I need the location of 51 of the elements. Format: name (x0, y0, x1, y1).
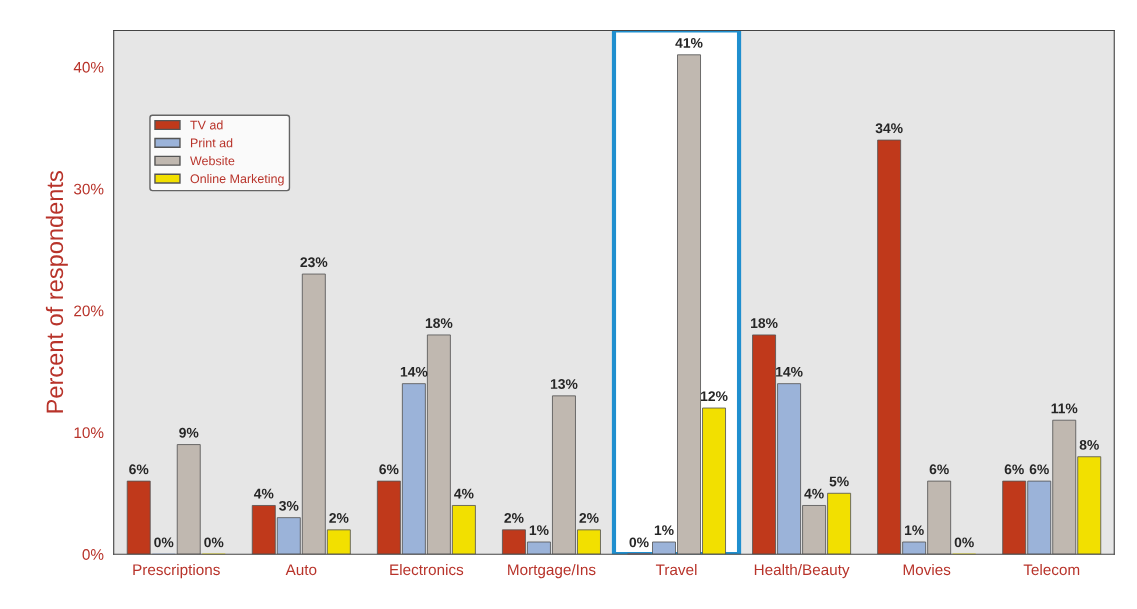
data-label: 14% (776, 366, 803, 377)
data-label: 1% (529, 525, 549, 536)
y-tick-label: 40% (73, 61, 104, 73)
x-tick-label: Mortgage/Ins (508, 563, 596, 579)
data-label: 18% (751, 318, 778, 329)
data-label: 0% (954, 537, 974, 548)
data-label: 2% (329, 513, 349, 523)
data-label: 0% (204, 537, 224, 548)
y-tick-label: 0% (82, 549, 104, 560)
x-tick-label: Movies (903, 563, 951, 576)
data-label: 12% (701, 391, 728, 402)
x-tick-label: Prescriptions (133, 563, 220, 579)
data-label: 5% (829, 476, 849, 487)
data-label: 34% (875, 123, 903, 134)
data-label: 18% (425, 318, 453, 329)
x-tick-label: Health/Beauty (754, 563, 850, 579)
data-label: 1% (904, 525, 924, 536)
data-label: 4% (253, 488, 274, 499)
bar (126, 480, 151, 555)
data-label: 23% (300, 257, 328, 268)
legend-label: TV ad (190, 120, 223, 130)
data-label: 1% (654, 525, 674, 536)
y-tick-label: 30% (73, 183, 104, 195)
legend-label: Website (190, 156, 235, 166)
data-label: 13% (550, 379, 578, 389)
data-label: 9% (179, 427, 199, 438)
x-tick-label: Telecom (1023, 563, 1080, 576)
data-label: 6% (929, 464, 949, 475)
data-label: 4% (454, 488, 474, 499)
data-label: 11% (1051, 403, 1078, 414)
y-axis-title: Percent of respondents (45, 171, 68, 413)
bar (176, 444, 201, 555)
legend-label: Online Marketing (190, 173, 284, 186)
data-label: 2% (579, 513, 599, 523)
data-label: 0% (154, 537, 174, 548)
data-label: 41% (675, 38, 703, 48)
data-label: 4% (804, 488, 824, 499)
x-tick-label: Auto (285, 564, 317, 576)
data-label: 3% (279, 500, 299, 511)
legend-label: Print ad (190, 138, 233, 148)
data-label: 6% (129, 464, 149, 475)
data-label: 8% (1079, 440, 1099, 450)
data-label: 0% (629, 537, 649, 548)
y-tick-label: 20% (74, 305, 104, 317)
x-tick-label: Electronics (390, 563, 464, 576)
data-label: 6% (379, 464, 399, 475)
x-tick-label: Travel (655, 563, 697, 576)
data-label: 6% (1004, 464, 1024, 475)
y-tick-label: 10% (74, 427, 104, 439)
data-label: 2% (504, 513, 524, 523)
data-label: 6% (1029, 464, 1049, 475)
